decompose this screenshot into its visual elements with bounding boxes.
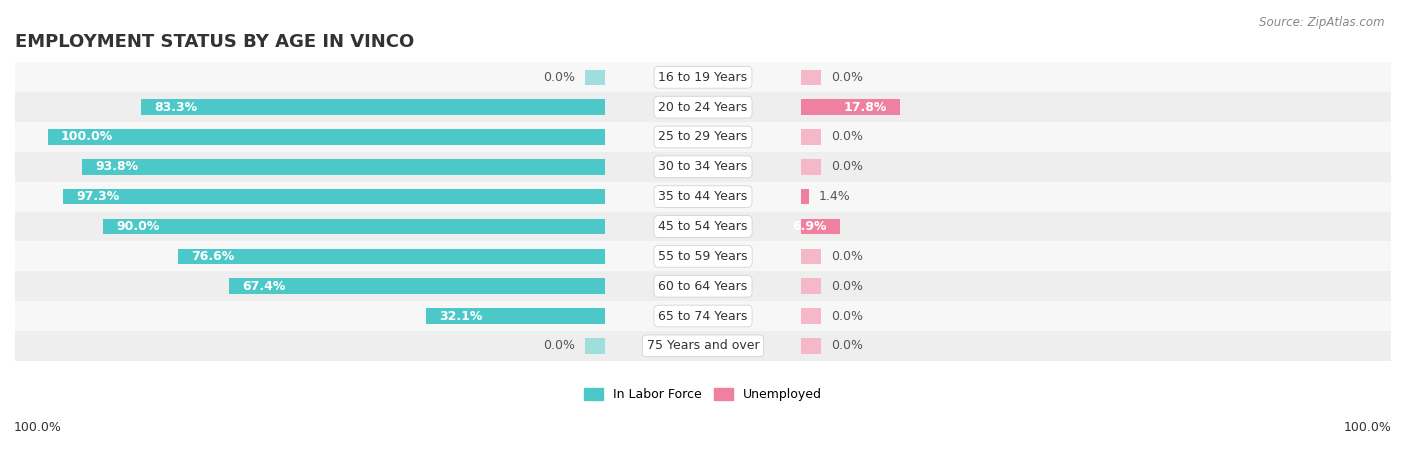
Text: Source: ZipAtlas.com: Source: ZipAtlas.com [1260, 16, 1385, 29]
Bar [141, 99, 605, 115]
Bar [801, 70, 821, 85]
Text: 20 to 24 Years: 20 to 24 Years [658, 101, 748, 114]
Bar [801, 159, 821, 175]
Bar [15, 182, 1391, 212]
Bar [801, 189, 808, 204]
Text: 90.0%: 90.0% [117, 220, 160, 233]
Text: 97.3%: 97.3% [76, 190, 120, 203]
Bar [229, 279, 605, 294]
Text: 65 to 74 Years: 65 to 74 Years [658, 310, 748, 323]
Text: 35 to 44 Years: 35 to 44 Years [658, 190, 748, 203]
Text: 30 to 34 Years: 30 to 34 Years [658, 160, 748, 173]
Text: 0.0%: 0.0% [831, 160, 863, 173]
Bar [104, 219, 605, 234]
Text: 60 to 64 Years: 60 to 64 Years [658, 280, 748, 292]
Text: 83.3%: 83.3% [153, 101, 197, 114]
Bar [585, 338, 605, 354]
Legend: In Labor Force, Unemployed: In Labor Force, Unemployed [583, 388, 823, 401]
Bar [801, 248, 821, 264]
Text: 25 to 29 Years: 25 to 29 Years [658, 130, 748, 144]
Text: 100.0%: 100.0% [14, 421, 62, 434]
Bar [15, 241, 1391, 271]
Text: 67.4%: 67.4% [242, 280, 285, 292]
Bar [15, 122, 1391, 152]
Bar [426, 308, 605, 324]
Bar [15, 63, 1391, 92]
Bar [15, 152, 1391, 182]
Bar [15, 92, 1391, 122]
Bar [15, 301, 1391, 331]
Bar [179, 248, 605, 264]
Text: 1.4%: 1.4% [818, 190, 851, 203]
Bar [801, 279, 821, 294]
Bar [801, 129, 821, 145]
Bar [801, 338, 821, 354]
Text: 32.1%: 32.1% [439, 310, 482, 323]
Bar [15, 212, 1391, 241]
Text: 100.0%: 100.0% [1344, 421, 1392, 434]
Bar [48, 129, 605, 145]
Text: 100.0%: 100.0% [60, 130, 112, 144]
Bar [585, 70, 605, 85]
Bar [83, 159, 605, 175]
Text: EMPLOYMENT STATUS BY AGE IN VINCO: EMPLOYMENT STATUS BY AGE IN VINCO [15, 33, 415, 51]
Text: 0.0%: 0.0% [543, 339, 575, 352]
Bar [15, 331, 1391, 361]
Bar [801, 99, 900, 115]
Text: 0.0%: 0.0% [543, 71, 575, 84]
Text: 0.0%: 0.0% [831, 310, 863, 323]
Text: 0.0%: 0.0% [831, 71, 863, 84]
Text: 16 to 19 Years: 16 to 19 Years [658, 71, 748, 84]
Text: 17.8%: 17.8% [844, 101, 887, 114]
Bar [801, 308, 821, 324]
Bar [63, 189, 605, 204]
Text: 55 to 59 Years: 55 to 59 Years [658, 250, 748, 263]
Text: 76.6%: 76.6% [191, 250, 235, 263]
Text: 0.0%: 0.0% [831, 280, 863, 292]
Bar [15, 271, 1391, 301]
Text: 75 Years and over: 75 Years and over [647, 339, 759, 352]
Text: 93.8%: 93.8% [96, 160, 139, 173]
Text: 0.0%: 0.0% [831, 339, 863, 352]
Text: 0.0%: 0.0% [831, 250, 863, 263]
Text: 0.0%: 0.0% [831, 130, 863, 144]
Text: 6.9%: 6.9% [792, 220, 827, 233]
Text: 45 to 54 Years: 45 to 54 Years [658, 220, 748, 233]
Bar [801, 219, 839, 234]
